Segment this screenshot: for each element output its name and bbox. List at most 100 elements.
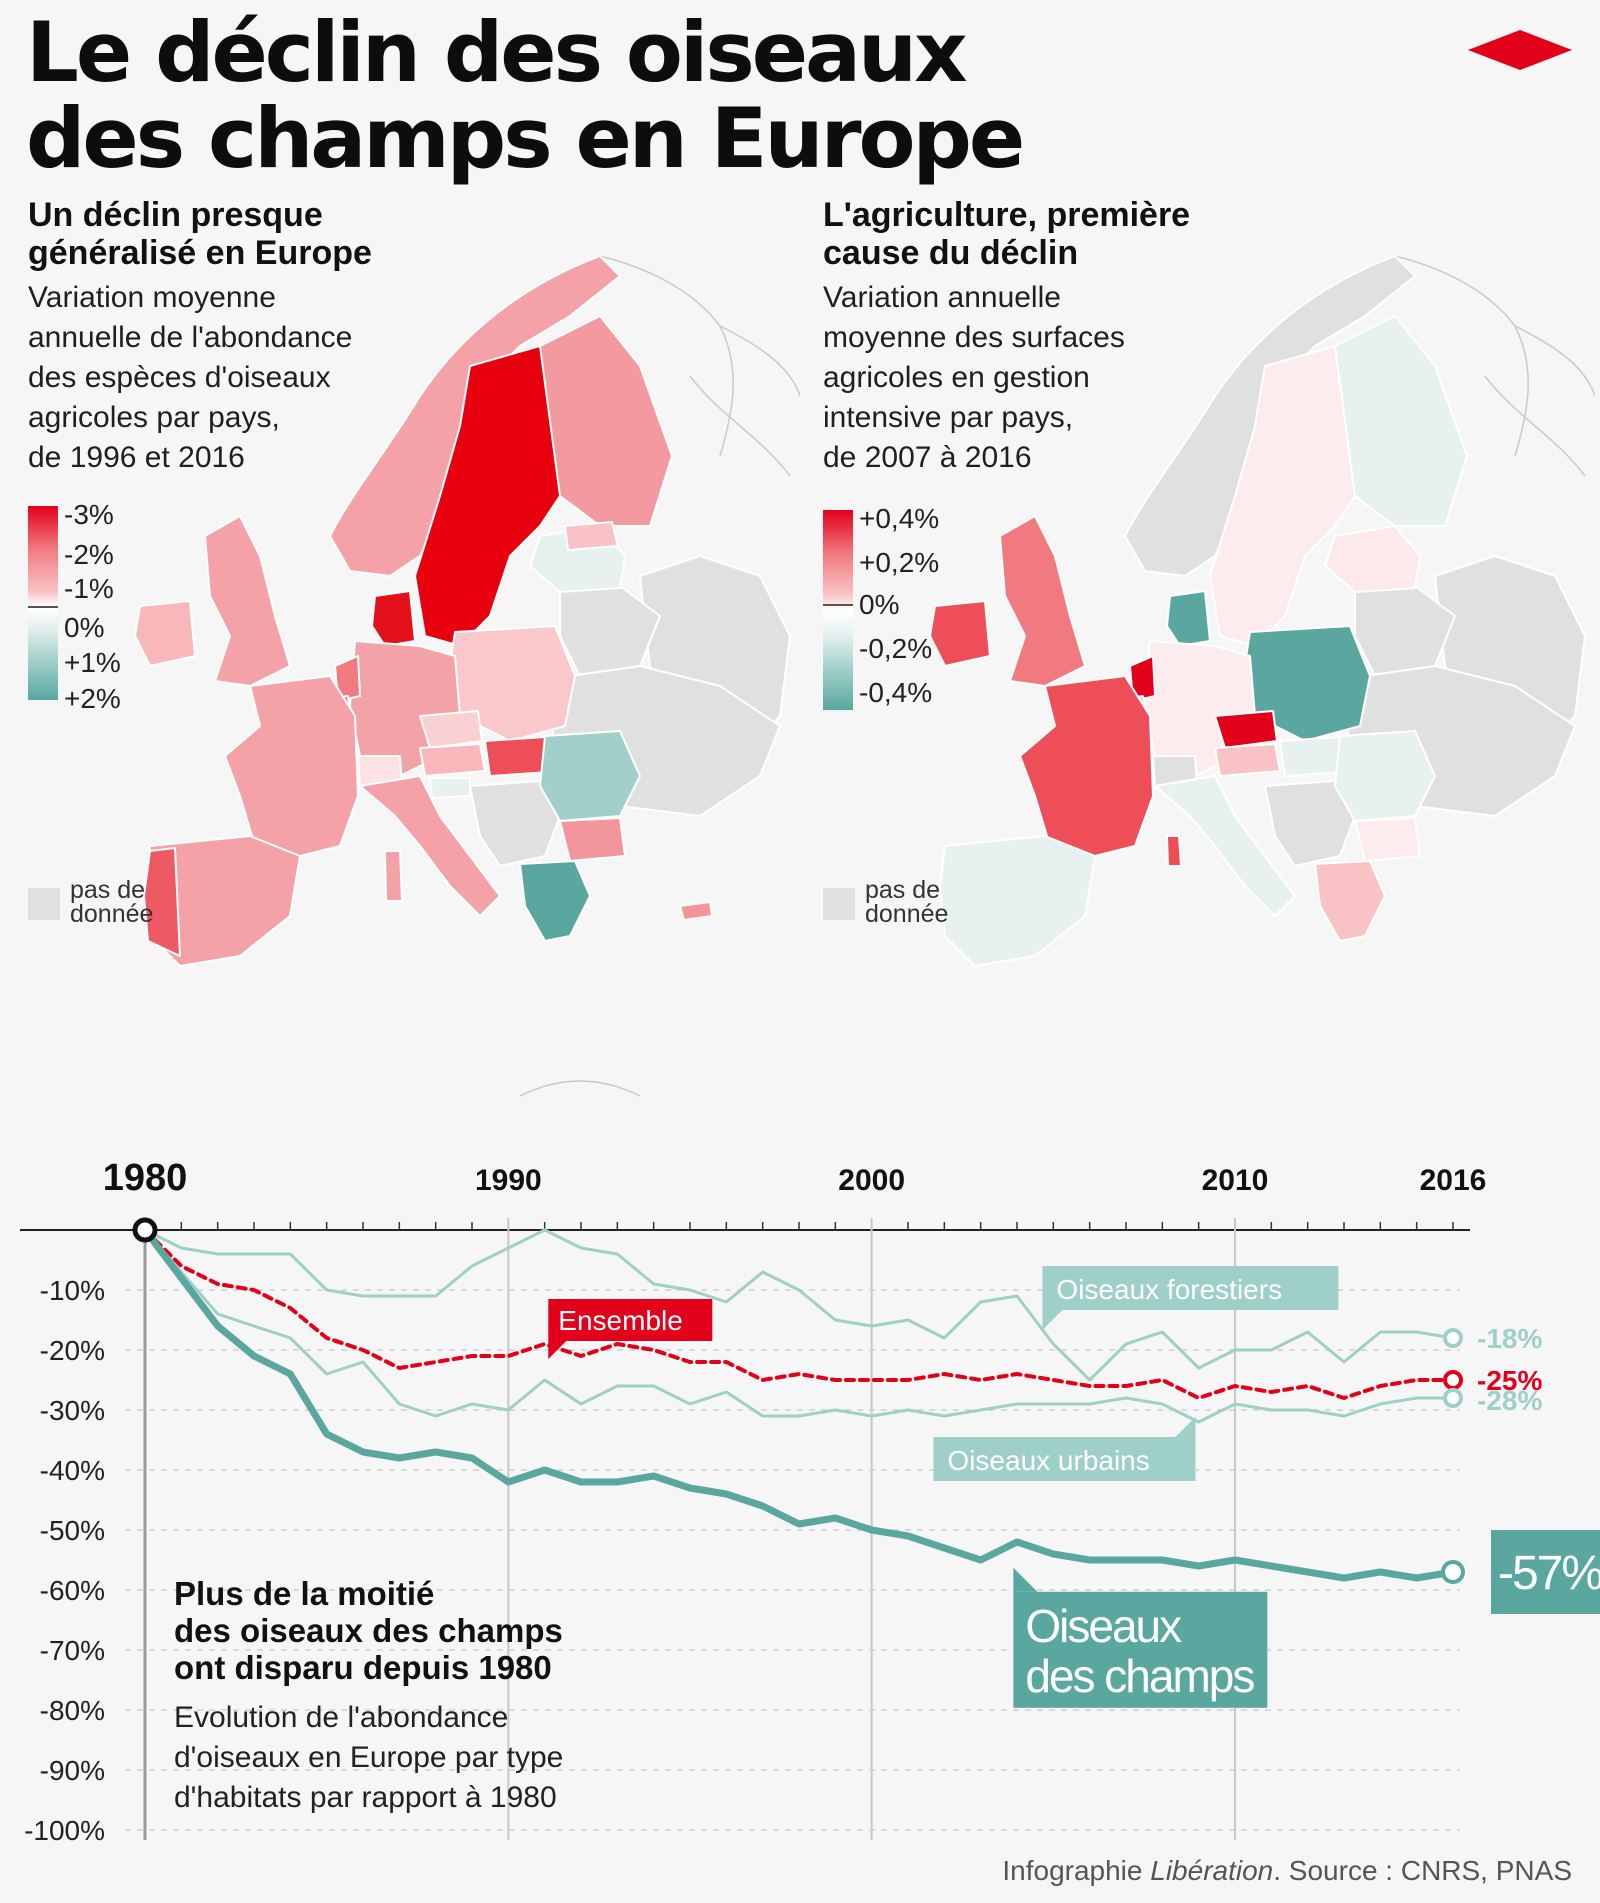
map-france — [224, 675, 359, 857]
origin-point — [132, 1217, 158, 1243]
nodata-label-line: donnée — [865, 900, 949, 928]
map-france — [1019, 675, 1154, 857]
map-romania — [1334, 730, 1436, 822]
left-legend-label: -2% — [64, 539, 114, 570]
left-legend-label: +2% — [64, 683, 121, 714]
right-legend-zero-tick — [823, 604, 853, 606]
map-austria — [1214, 743, 1281, 777]
map-portugal — [143, 847, 181, 957]
abundance-line-chart: -10% -20% -30% -40% -50% -60% -70% -80% -90% -100… — [20, 1160, 1600, 1846]
y-tick-label: -70% — [40, 1635, 105, 1666]
right-legend-label: +0,2% — [859, 547, 940, 578]
map-romania — [539, 730, 641, 822]
map-uk — [204, 515, 291, 687]
annotation-subtitle-line: d'habitats par rapport à 1980 — [174, 1781, 557, 1814]
nodata-label-line: donnée — [70, 900, 154, 928]
left-legend-label: -1% — [64, 573, 114, 604]
end-label-box-oiseaux-des-champs — [1491, 1530, 1600, 1614]
end-point-oiseaux-des-champs — [1441, 1560, 1465, 1584]
left-legend-zero-tick — [28, 606, 58, 608]
chart-grid — [20, 1218, 1470, 1840]
left-map-heading: Un déclin presque généralisé en Europe — [28, 196, 372, 272]
map-austria — [419, 743, 486, 777]
series-tag-pointer — [1042, 1310, 1063, 1330]
series-tag-pointer — [548, 1341, 567, 1359]
left-map-subtitle-line: Variation moyenne — [28, 281, 276, 314]
x-tick-label: 1990 — [475, 1164, 542, 1197]
x-tick-label: 2010 — [1202, 1164, 1269, 1197]
x-tick-label: 1980 — [103, 1160, 188, 1199]
series-line-oiseaux-des-champs — [141, 1226, 1457, 1582]
nodata-swatch — [28, 888, 60, 920]
right-map-subtitle: Variation annuelle moyenne des surfaces … — [823, 278, 1125, 478]
series-tag-pointer — [1175, 1417, 1196, 1437]
right-map-subtitle-line: Variation annuelle — [823, 281, 1061, 314]
liberation-logo-icon[interactable] — [1468, 30, 1572, 70]
left-legend-label: -3% — [64, 499, 114, 530]
map-norway — [329, 255, 621, 577]
map-czechia — [419, 710, 483, 749]
chart-annotation-subtitle: Evolution de l'abondance d'oiseaux en Eu… — [174, 1698, 563, 1818]
y-tick-label: -80% — [40, 1695, 105, 1726]
end-label-ensemble: -25% — [1477, 1365, 1542, 1396]
annotation-subtitle-line: d'oiseaux en Europe par type — [174, 1741, 564, 1774]
right-legend-label: +0,4% — [859, 503, 940, 534]
right-map-subtitle-line: moyenne des surfaces — [823, 321, 1125, 354]
credit-brand: Libération — [1150, 1855, 1274, 1886]
end-point-ensemble — [1443, 1370, 1463, 1390]
map-norway — [1124, 255, 1416, 577]
map-cyprus — [679, 901, 713, 921]
infographic-title: Le déclin des oiseaux des champs en Euro… — [26, 10, 1126, 182]
map-estonia — [564, 521, 619, 551]
title-line-2: des champs en Europe — [26, 90, 1025, 187]
left-legend-label: 0% — [64, 612, 105, 643]
map-bulgaria — [559, 817, 626, 862]
left-map-subtitle-line: agricoles par pays, — [28, 401, 280, 434]
end-label-oiseaux-des-champs: -57% — [1498, 1547, 1600, 1600]
series-tag-oiseaux-des-champs-line1: Oiseaux — [1025, 1600, 1182, 1652]
end-label-oiseaux-urbains: -28% — [1477, 1385, 1542, 1416]
map-denmark — [1166, 590, 1211, 647]
nodata-label: pas de donnée — [70, 878, 154, 928]
right-map-heading-line: L'agriculture, première — [823, 196, 1191, 234]
x-tick-label: 2016 — [1420, 1164, 1487, 1197]
right-map-heading: L'agriculture, première cause du déclin — [823, 196, 1190, 272]
europe-agriculture-map — [929, 255, 1595, 967]
y-tick-label: -20% — [40, 1335, 105, 1366]
left-map-heading-line: Un déclin presque — [28, 196, 323, 234]
x-tick-label: 2000 — [838, 1164, 905, 1197]
y-tick-label: -60% — [40, 1575, 105, 1606]
map-iberia — [939, 835, 1096, 967]
series-tag-ensemble: Ensemble — [558, 1305, 683, 1336]
series-tag-box-oiseaux-forestiers — [1042, 1266, 1339, 1310]
end-point-oiseaux-urbains — [1443, 1388, 1463, 1408]
right-legend-gradient — [823, 510, 853, 710]
y-tick-label: -100% — [24, 1815, 105, 1846]
left-map-subtitle-line: des espèces d'oiseaux — [28, 361, 331, 394]
annotation-heading-line: Plus de la moitié — [174, 1575, 435, 1612]
right-map-subtitle-line: intensive par pays, — [823, 401, 1074, 434]
left-legend-label: +1% — [64, 647, 121, 678]
right-legend-label: -0,4% — [859, 677, 933, 708]
end-label-oiseaux-forestiers: -18% — [1477, 1323, 1542, 1354]
y-tick-label: -40% — [40, 1455, 105, 1486]
chart-series — [132, 1217, 1465, 1584]
europe-bird-decline-map — [134, 255, 800, 1097]
map-slovenia — [429, 777, 471, 799]
map-uk — [999, 515, 1086, 687]
nodata-label: pas de donnée — [865, 876, 949, 928]
series-line-ensemble — [143, 1228, 1455, 1400]
series-tag-pointer — [1013, 1567, 1038, 1592]
series-tag-box-ensemble — [548, 1299, 713, 1341]
y-tick-label: -30% — [40, 1395, 105, 1426]
map-baltics — [1324, 525, 1421, 593]
left-map-subtitle-line: annuelle de l'abondance — [28, 321, 353, 354]
annotation-heading-line: ont disparu depuis 1980 — [174, 1649, 552, 1686]
chart-annotation-heading: Plus de la moitié des oiseaux des champs… — [174, 1575, 563, 1686]
map-greece — [519, 860, 591, 942]
nodata-label-line: pas de — [865, 876, 941, 904]
end-point-oiseaux-forestiers — [1443, 1328, 1463, 1348]
series-tag-oiseaux-forestiers: Oiseaux forestiers — [1056, 1274, 1282, 1305]
right-map-subtitle-line: de 2007 à 2016 — [823, 441, 1032, 474]
map-italy — [1154, 775, 1296, 917]
